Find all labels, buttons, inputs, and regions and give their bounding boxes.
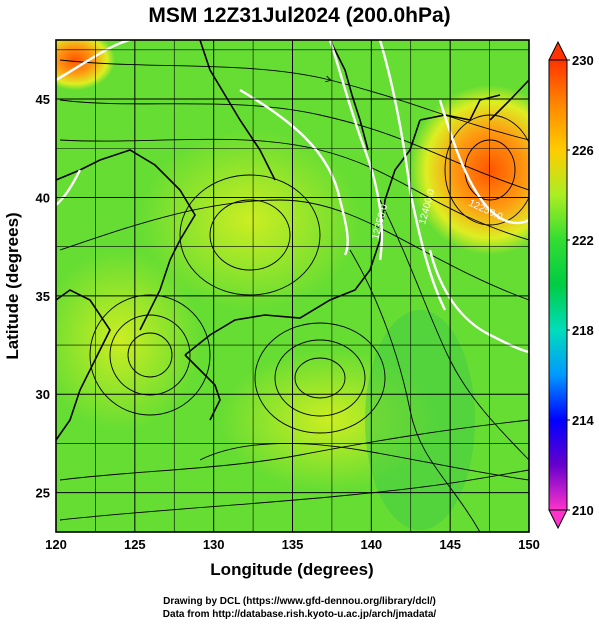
streamline <box>349 249 481 532</box>
japan-coast-honshu <box>184 119 421 356</box>
streamline <box>59 99 529 191</box>
contour-line-nw <box>56 40 131 82</box>
korea-coast <box>56 149 196 331</box>
contour-line-12400 <box>328 40 384 261</box>
streamline <box>59 469 529 521</box>
colorbar-ramp <box>548 59 568 511</box>
x-tick-label: 125 <box>124 537 146 552</box>
colorbar-tick-labels: 210 214 218 222 226 230 <box>567 53 594 518</box>
x-tick-label: 135 <box>282 537 304 552</box>
y-axis-label: Latitude (degrees) <box>3 212 22 359</box>
contour-line-12250 <box>438 99 529 225</box>
contour-line-12350 <box>378 40 447 311</box>
colorbar-tick-label: 218 <box>572 323 594 338</box>
colorbar-top-arrow <box>548 40 568 61</box>
kyushu-coast <box>184 354 221 421</box>
streamline <box>199 443 529 481</box>
colorbar-tick-label: 210 <box>572 503 594 518</box>
streamline <box>59 59 529 141</box>
graticule <box>56 40 529 532</box>
x-tick-label: 130 <box>203 537 225 552</box>
x-tick-label: 150 <box>518 537 540 552</box>
circulation-south <box>254 322 386 434</box>
y-tick-label: 25 <box>36 486 50 501</box>
streamline <box>59 199 529 301</box>
circulation-center <box>209 199 291 271</box>
y-tick-label: 40 <box>36 190 50 205</box>
colorbar: 210 214 218 222 226 230 <box>548 40 594 530</box>
circulation-center <box>179 174 321 296</box>
streamline <box>59 138 529 241</box>
y-tick-label: 30 <box>36 387 50 402</box>
contour-line-west <box>56 169 82 206</box>
warm-region-northwest <box>56 40 115 90</box>
yellow-region-center <box>140 130 360 310</box>
circulation-south <box>294 357 346 399</box>
circulation-west <box>89 294 211 416</box>
circulation-west <box>127 332 173 378</box>
coastlines <box>56 40 529 441</box>
primorye-coast <box>199 40 276 181</box>
x-tick-labels: 120 125 130 135 140 145 150 <box>45 537 540 552</box>
sakhalin-coast <box>329 40 369 151</box>
x-axis-label: Longitude (degrees) <box>210 560 373 579</box>
y-tick-label: 45 <box>36 92 50 107</box>
x-tick-label: 120 <box>45 537 67 552</box>
map-frame <box>55 39 530 533</box>
contour-line-east-low <box>428 249 529 354</box>
hokkaido-coast <box>419 94 501 121</box>
colorbar-tick-label: 214 <box>572 413 594 428</box>
yellow-region-west <box>56 250 200 430</box>
colorbar-tick-label: 230 <box>572 53 594 68</box>
colorbar-tick-label: 226 <box>572 143 594 158</box>
warm-region-east <box>410 85 529 255</box>
height-contours <box>56 40 529 354</box>
green-band-east <box>365 310 475 530</box>
colorbar-tick-label: 222 <box>572 233 594 248</box>
kuril-coast <box>489 79 529 121</box>
circulation-east <box>444 114 529 226</box>
x-tick-label: 140 <box>360 537 382 552</box>
credit-drawing: Drawing by DCL (https://www.gfd-dennou.o… <box>163 596 436 607</box>
y-tick-label: 35 <box>36 289 50 304</box>
circulation-south <box>274 339 366 417</box>
colorbar-bottom-arrow <box>548 509 568 530</box>
credit-data: Data from http://database.rish.kyoto-u.a… <box>162 609 437 620</box>
y-tick-labels: 25 30 35 40 45 <box>36 92 50 501</box>
circulation-west <box>109 314 191 396</box>
map-title: MSM 12Z31Jul2024 (200.0hPa) <box>148 4 451 27</box>
x-tick-label: 145 <box>439 537 461 552</box>
contour-line-center <box>239 88 349 256</box>
